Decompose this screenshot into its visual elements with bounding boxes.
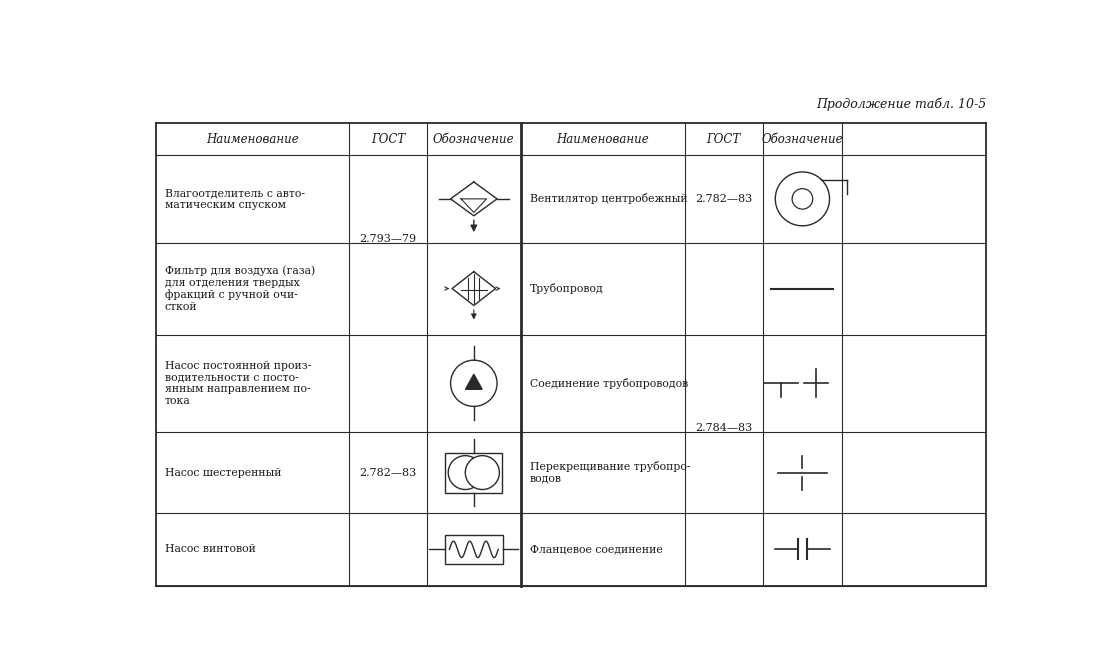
- Text: Влагоотделитель с авто-
матическим спуском: Влагоотделитель с авто- матическим спуск…: [165, 188, 305, 209]
- Text: 2.782—83: 2.782—83: [695, 194, 752, 204]
- Bar: [445, 452, 502, 493]
- Text: Наименование: Наименование: [557, 133, 649, 146]
- Text: 2.784—83: 2.784—83: [695, 423, 752, 433]
- Text: 2.782—83: 2.782—83: [359, 468, 417, 478]
- Ellipse shape: [450, 360, 497, 407]
- Ellipse shape: [448, 456, 482, 490]
- Polygon shape: [466, 374, 482, 389]
- Bar: [445, 535, 502, 564]
- Text: Продолжение табл. 10-5: Продолжение табл. 10-5: [816, 97, 987, 111]
- Text: ГОСТ: ГОСТ: [372, 133, 405, 146]
- Text: Трубопровод: Трубопровод: [530, 283, 603, 294]
- Text: Перекрещивание трубопро-
водов: Перекрещивание трубопро- водов: [530, 461, 691, 484]
- Text: ГОСТ: ГОСТ: [706, 133, 741, 146]
- Ellipse shape: [792, 189, 813, 209]
- Text: Обозначение: Обозначение: [762, 133, 843, 146]
- Ellipse shape: [466, 456, 499, 490]
- Text: Насос винтовой: Насос винтовой: [165, 544, 256, 554]
- Text: Фланцевое соединение: Фланцевое соединение: [530, 544, 663, 554]
- Text: Вентилятор центробежный: Вентилятор центробежный: [530, 193, 688, 205]
- Text: 2.793—79: 2.793—79: [359, 234, 417, 244]
- Text: Обозначение: Обозначение: [433, 133, 515, 146]
- Text: Фильтр для воздуха (газа)
для отделения твердых
фракций с ручной очи-
сткой: Фильтр для воздуха (газа) для отделения …: [165, 266, 315, 312]
- Text: Наименование: Наименование: [206, 133, 299, 146]
- Text: Насос постоянной произ-
водительности с посто-
янным направлением по-
тока: Насос постоянной произ- водительности с …: [165, 361, 312, 406]
- Text: Соединение трубопроводов: Соединение трубопроводов: [530, 378, 689, 389]
- Text: Насос шестеренный: Насос шестеренный: [165, 468, 282, 478]
